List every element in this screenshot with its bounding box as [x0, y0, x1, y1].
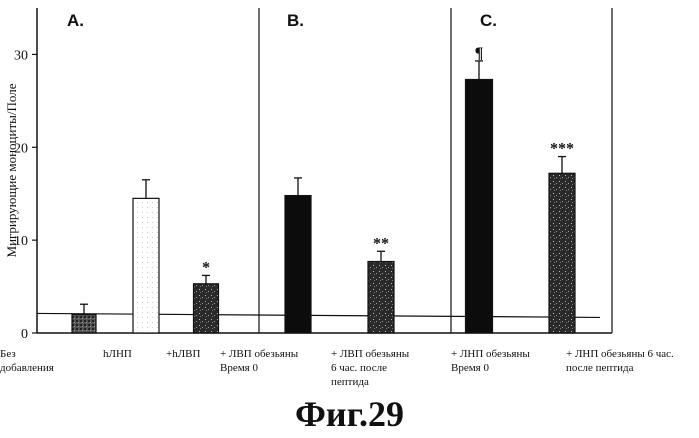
bar: [285, 196, 311, 333]
category-label: + ЛВП обезьяныВремя 0: [220, 348, 299, 374]
figure-caption: Фиг.29: [0, 393, 699, 435]
panel-label: C.: [480, 11, 497, 30]
bar: [194, 284, 219, 333]
bar: [133, 198, 159, 333]
bars: ***¶***: [72, 45, 575, 333]
significance-mark: **: [373, 235, 389, 252]
category-label: + ЛНП обезьяныВремя 0: [451, 348, 530, 374]
category-label: hЛНП: [103, 348, 132, 360]
significance-mark: ¶: [475, 45, 484, 62]
y-tick-label: 30: [14, 48, 28, 63]
panel-label: B.: [287, 11, 304, 30]
y-tick-label: 0: [21, 327, 28, 342]
category-label: + ЛВП обезьяны6 час. послепептида: [331, 348, 410, 388]
bar: [549, 173, 575, 333]
y-axis-label: Мигрирующие моноциты/Поле: [4, 83, 19, 257]
category-label: + ЛНП обезьяны 6 час.после пептида: [566, 348, 674, 374]
bar: [368, 262, 394, 334]
significance-mark: *: [202, 259, 210, 276]
category-labels: Бездобавления hЛНП +hЛВП + ЛВП обезьяныВрем…: [0, 348, 674, 388]
baseline-reference-line: [37, 313, 600, 317]
bar: [72, 314, 96, 333]
bar: [466, 80, 493, 334]
category-label: Бездобавления: [0, 348, 54, 374]
significance-mark: ***: [550, 141, 574, 158]
panel-label: A.: [67, 11, 84, 30]
category-label: +hЛВП: [166, 348, 201, 360]
